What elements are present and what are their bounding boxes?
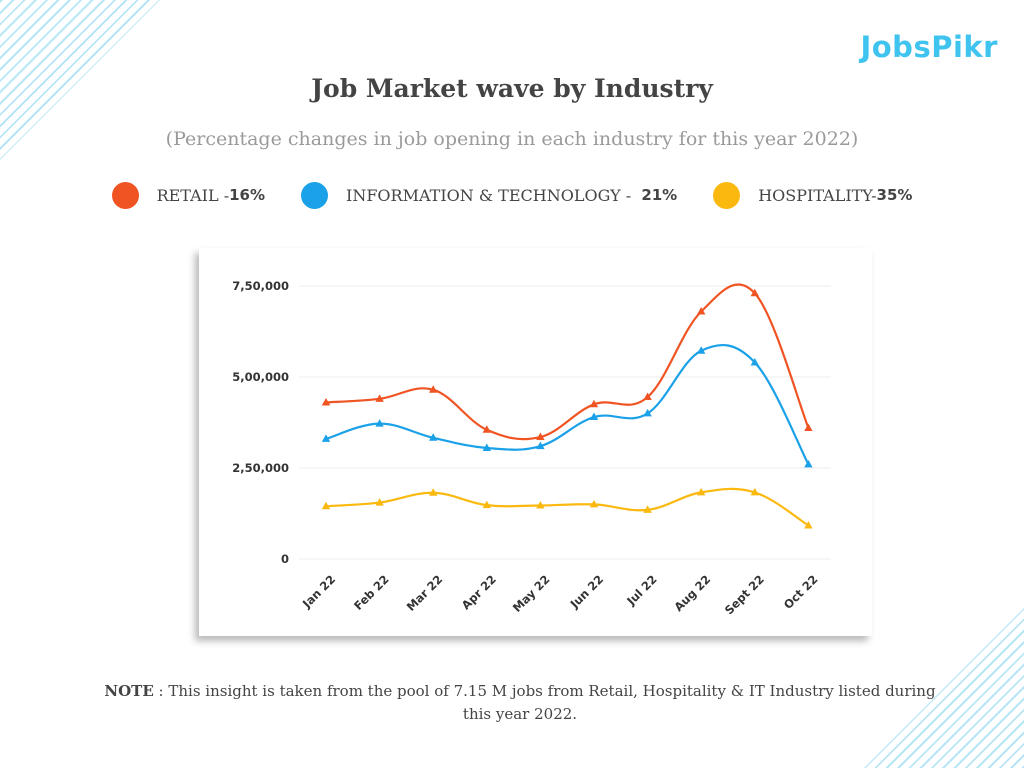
note-label: NOTE xyxy=(104,682,154,700)
legend-dot-icon xyxy=(111,181,139,209)
legend-percentage: 35% xyxy=(876,186,913,204)
data-point-marker xyxy=(697,346,706,354)
series-line xyxy=(325,283,810,441)
legend-dot-icon xyxy=(713,181,741,209)
x-tick-label: Jan 22 xyxy=(299,572,338,611)
data-point-marker xyxy=(589,412,599,421)
data-point-marker xyxy=(429,433,438,441)
data-point-marker xyxy=(536,441,545,450)
line-chart: 0 2,50,000 5,00,000 7,50,000 Jan 22 Feb 22 Mar… xyxy=(232,279,831,617)
chart-subtitle: (Percentage changes in job opening in ea… xyxy=(165,128,859,150)
legend-label: HOSPITALITY- xyxy=(758,185,877,205)
data-point-marker xyxy=(375,394,384,402)
x-tick-label: Jul 22 xyxy=(623,572,659,608)
data-point-marker xyxy=(750,357,759,366)
jobspikr-logo: JobsPikr xyxy=(860,30,998,64)
data-point-marker xyxy=(429,385,438,393)
data-point-marker xyxy=(589,499,599,508)
data-point-marker xyxy=(321,434,331,442)
data-point-marker xyxy=(536,432,545,441)
data-point-marker xyxy=(536,500,545,509)
chart-title: Job Market wave by Industry xyxy=(311,74,713,103)
x-tick-label: Feb 22 xyxy=(351,572,392,613)
data-point-marker xyxy=(589,399,599,408)
series-line xyxy=(325,487,809,527)
data-point-marker xyxy=(482,425,491,433)
footnote: NOTE : This insight is taken from the po… xyxy=(100,680,940,726)
data-point-marker xyxy=(482,443,491,451)
data-point-marker xyxy=(321,501,331,510)
legend: RETAIL - 16% INFORMATION & TECHNOLOGY - … xyxy=(0,180,1024,210)
series-line xyxy=(325,344,810,465)
data-point-marker xyxy=(643,505,652,513)
y-tick-label: 5,00,000 xyxy=(232,370,289,384)
x-tick-label: Sept 22 xyxy=(722,572,767,617)
legend-percentage: 21% xyxy=(641,186,678,204)
legend-percentage: 16% xyxy=(229,186,265,204)
x-tick-label: Apr 22 xyxy=(459,572,499,612)
data-point-marker xyxy=(804,521,813,529)
x-tick-label: Oct 22 xyxy=(781,572,821,612)
x-tick-label: Aug 22 xyxy=(671,572,713,614)
y-tick-label: 7,50,000 xyxy=(232,279,289,293)
data-point-marker xyxy=(643,392,652,401)
note-text: : This insight is taken from the pool of… xyxy=(153,682,936,723)
data-point-marker xyxy=(321,397,331,406)
y-tick-label: 2,50,000 xyxy=(232,461,289,475)
legend-item-it: INFORMATION & TECHNOLOGY - 21% xyxy=(301,181,678,209)
x-tick-label: Mar 22 xyxy=(404,572,446,614)
data-point-marker xyxy=(375,419,384,427)
data-point-marker xyxy=(750,487,759,496)
legend-label: INFORMATION & TECHNOLOGY - xyxy=(346,185,642,205)
data-point-marker xyxy=(697,487,706,496)
x-tick-label: Jun 22 xyxy=(567,572,606,611)
data-point-marker xyxy=(482,500,491,509)
legend-item-retail: RETAIL - 16% xyxy=(111,181,265,209)
data-point-marker xyxy=(375,498,384,506)
legend-dot-icon xyxy=(301,181,328,209)
legend-label: RETAIL - xyxy=(156,185,230,205)
x-tick-label: May 22 xyxy=(510,572,553,615)
data-point-marker xyxy=(697,306,706,315)
y-tick-label: 0 xyxy=(281,552,289,566)
data-point-marker xyxy=(750,288,759,297)
data-point-marker xyxy=(804,423,813,431)
legend-item-hospitality: HOSPITALITY- 35% xyxy=(713,181,913,209)
data-point-marker xyxy=(643,408,652,417)
data-point-marker xyxy=(429,488,438,496)
chart-card: 0 2,50,000 5,00,000 7,50,000 Jan 22 Feb 22 Mar… xyxy=(199,248,872,636)
data-point-marker xyxy=(804,459,813,468)
